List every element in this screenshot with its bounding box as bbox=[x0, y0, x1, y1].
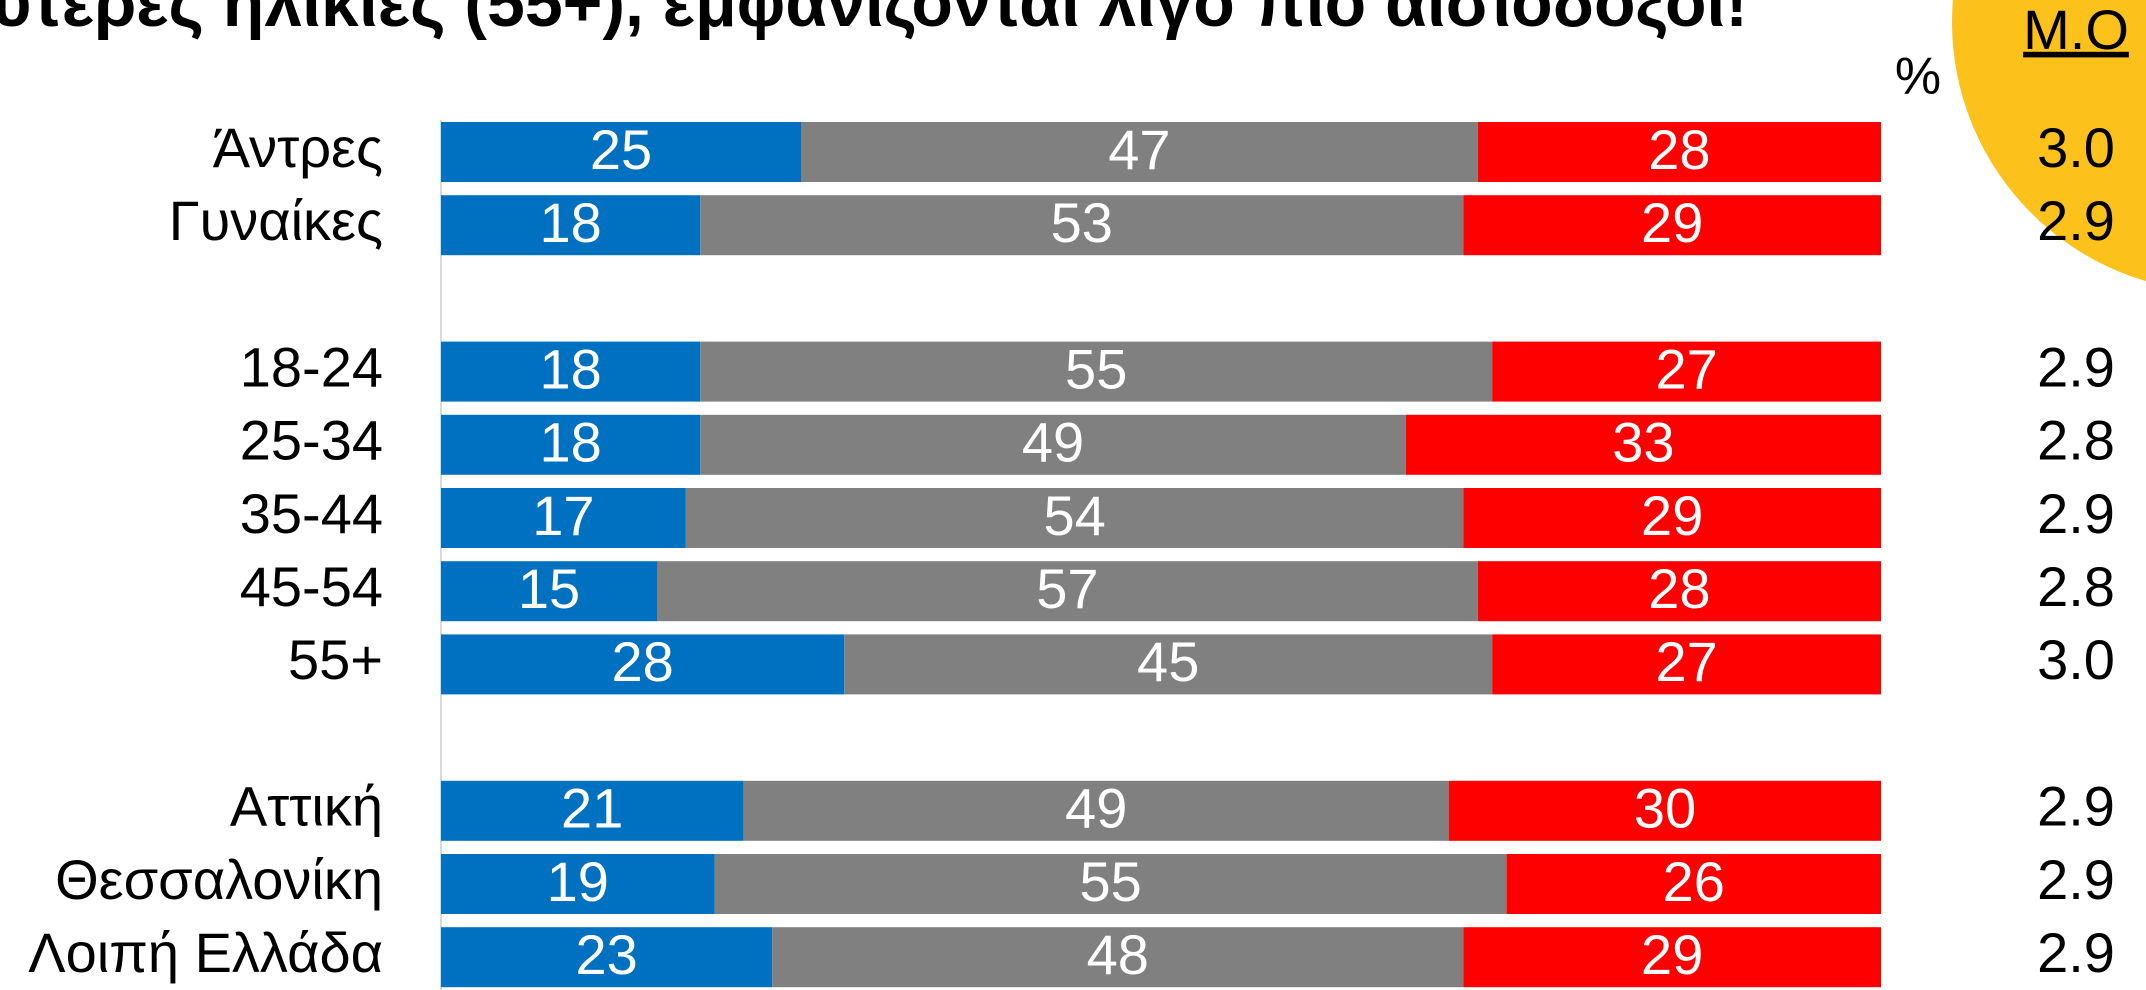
segment-label: 49 bbox=[1022, 411, 1084, 474]
segment-label: 27 bbox=[1655, 337, 1717, 400]
segment-label: 54 bbox=[1043, 484, 1105, 547]
segment-label: 23 bbox=[575, 923, 637, 986]
bar-segment bbox=[441, 780, 744, 841]
segment-label: 49 bbox=[1065, 777, 1127, 840]
segment-label: 18 bbox=[539, 191, 601, 254]
segment-label: 19 bbox=[547, 850, 609, 913]
segment-label: 18 bbox=[539, 337, 601, 400]
highlight-circle bbox=[1952, 0, 2146, 282]
category-label: 45-54 bbox=[240, 555, 383, 618]
category-label: 25-34 bbox=[240, 409, 383, 472]
category-label: Λοιπή Ελλάδα bbox=[28, 921, 383, 984]
bar-segment bbox=[772, 927, 1464, 988]
segment-label: 55 bbox=[1065, 337, 1127, 400]
bar-segment bbox=[441, 122, 801, 182]
segment-label: 21 bbox=[561, 777, 623, 840]
mean-value: 2.9 bbox=[2037, 189, 2115, 252]
segment-label: 45 bbox=[1137, 630, 1199, 693]
segment-label: 27 bbox=[1655, 630, 1717, 693]
bar-segment bbox=[700, 195, 1464, 256]
segment-label: 29 bbox=[1641, 923, 1703, 986]
category-label: 35-44 bbox=[240, 482, 383, 545]
bar-segment bbox=[1449, 780, 1881, 841]
segment-label: 29 bbox=[1641, 484, 1703, 547]
segment-label: 57 bbox=[1036, 557, 1098, 620]
segment-label: 29 bbox=[1641, 191, 1703, 254]
bar-segment bbox=[1492, 341, 1881, 402]
bar-segment bbox=[441, 854, 715, 914]
bar-segment bbox=[1492, 634, 1881, 695]
bar-segment bbox=[441, 488, 686, 548]
bar-segment bbox=[441, 341, 701, 402]
bar-segment bbox=[1463, 927, 1881, 988]
category-label: Θεσσαλονίκη bbox=[55, 848, 383, 911]
bar-segment bbox=[1477, 561, 1881, 622]
bar-segment bbox=[441, 414, 701, 475]
mean-value: 2.8 bbox=[2037, 409, 2115, 472]
segment-label: 33 bbox=[1612, 411, 1674, 474]
mean-value: 2.9 bbox=[2037, 775, 2115, 838]
category-label: 55+ bbox=[288, 628, 383, 691]
unit-label: % bbox=[1895, 48, 1941, 106]
bar-segment bbox=[685, 488, 1464, 548]
segment-label: 26 bbox=[1663, 850, 1725, 913]
bar-segment bbox=[1405, 414, 1881, 475]
bar-segment bbox=[441, 561, 657, 622]
mean-value: 3.0 bbox=[2037, 116, 2115, 179]
segment-label: 47 bbox=[1108, 118, 1170, 181]
bar-segment bbox=[657, 561, 1478, 622]
bar-segment bbox=[1463, 488, 1881, 548]
segment-label: 18 bbox=[539, 411, 601, 474]
segment-label: 53 bbox=[1051, 191, 1113, 254]
category-label: Αττική bbox=[230, 775, 383, 838]
bar-segment bbox=[1477, 122, 1881, 182]
bar-segment bbox=[441, 927, 773, 988]
mean-value: 3.0 bbox=[2037, 628, 2115, 691]
segment-label: 48 bbox=[1087, 923, 1149, 986]
mean-value: 2.9 bbox=[2037, 482, 2115, 545]
bar-segment bbox=[714, 854, 1507, 914]
category-label: 18-24 bbox=[240, 335, 383, 398]
bar-segment bbox=[441, 634, 845, 695]
bar-segment bbox=[743, 780, 1449, 841]
mean-header: Μ.Ο bbox=[2023, 0, 2129, 61]
bar-segment bbox=[1463, 195, 1881, 256]
bar-segment bbox=[801, 122, 1478, 182]
category-label: Άντρες bbox=[213, 116, 383, 179]
mean-value: 2.9 bbox=[2037, 921, 2115, 984]
segment-label: 25 bbox=[590, 118, 652, 181]
mean-value: 2.9 bbox=[2037, 335, 2115, 398]
mean-value: 2.9 bbox=[2037, 848, 2115, 911]
bar-segment bbox=[1506, 854, 1881, 914]
bar-segment bbox=[844, 634, 1493, 695]
mean-value: 2.8 bbox=[2037, 555, 2115, 618]
category-label: Γυναίκες bbox=[169, 189, 383, 252]
segment-label: 28 bbox=[611, 630, 673, 693]
segment-label: 15 bbox=[518, 557, 580, 620]
chart-title: ύτερες ηλικίες (55+), εμφανίζονται λίγο … bbox=[0, 0, 1748, 41]
segment-label: 55 bbox=[1079, 850, 1141, 913]
bar-segment bbox=[441, 195, 701, 256]
segment-label: 30 bbox=[1634, 777, 1696, 840]
segment-label: 28 bbox=[1648, 557, 1710, 620]
bar-segment bbox=[700, 341, 1493, 402]
bar-segment bbox=[700, 414, 1406, 475]
segment-label: 28 bbox=[1648, 118, 1710, 181]
segment-label: 17 bbox=[532, 484, 594, 547]
